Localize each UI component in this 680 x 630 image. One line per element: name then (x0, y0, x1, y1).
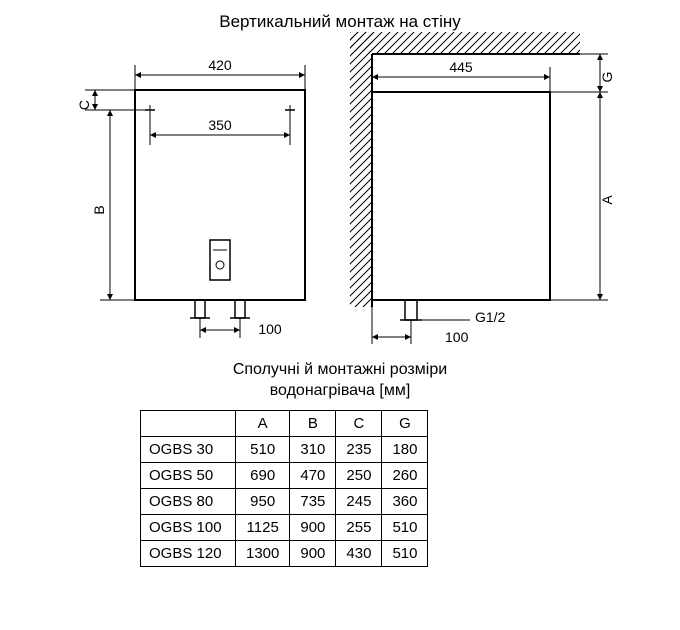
table-row: OGBS 30510310235180 (141, 437, 428, 463)
table-header-row: A B C G (141, 411, 428, 437)
dim-G: G (599, 72, 615, 83)
dim-445: 445 (449, 59, 473, 75)
th-G: G (382, 411, 428, 437)
th-A: A (236, 411, 290, 437)
dim-100-front: 100 (258, 321, 282, 337)
th-blank (141, 411, 236, 437)
table-row: OGBS 50690470250260 (141, 463, 428, 489)
page-title: Вертикальний монтаж на стіну (0, 12, 680, 32)
label-g12: G1/2 (475, 309, 506, 325)
side-view-diagram: 445 G A G1/2 100 (350, 32, 650, 362)
dim-A: A (599, 195, 615, 205)
dimensions-table: A B C G OGBS 30510310235180OGBS 50690470… (140, 410, 428, 567)
table-row: OGBS 1201300900430510 (141, 541, 428, 567)
front-view-diagram: 420 350 C B 100 (75, 40, 335, 360)
table-row: OGBS 1001125900255510 (141, 515, 428, 541)
dim-350: 350 (208, 117, 232, 133)
dim-100-side: 100 (445, 329, 469, 345)
table-row: OGBS 80950735245360 (141, 489, 428, 515)
dim-C: C (76, 100, 92, 110)
table-caption: Сполучні й монтажні розміри водонагрівач… (0, 360, 680, 402)
th-C: C (336, 411, 382, 437)
dim-B: B (91, 205, 107, 214)
th-B: B (290, 411, 336, 437)
dim-420: 420 (208, 57, 232, 73)
